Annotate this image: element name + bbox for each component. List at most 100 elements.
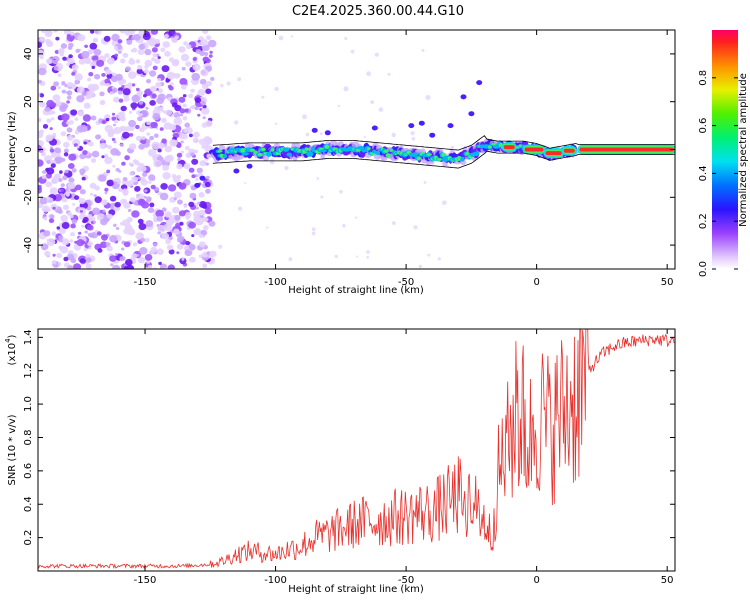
heatmap-noise-cell [173,112,181,118]
heatmap-noise-cell [136,90,143,96]
heatmap-noise-cell [137,176,141,180]
heatmap-noise-cell [184,122,190,128]
heatmap-noise-cell [73,263,82,269]
heatmap-noise-cell [183,128,189,133]
heatmap-noise-cell [78,231,82,235]
heatmap-noise-cell [135,135,142,142]
heatmap-noise-cell [113,123,116,127]
heatmap-noise-cell [118,114,125,121]
heatmap-noise-cell [112,264,121,269]
heatmap-noise-cell [120,105,127,112]
heatmap-noise-cell [45,181,53,188]
heatmap-noise-cell [177,174,181,179]
heatmap-noise-cell [117,90,123,95]
heatmap-faint-cell [442,200,447,205]
heatmap-noise-cell [57,209,63,214]
heatmap-noise-cell [174,35,179,40]
heatmap-noise-cell [197,89,206,96]
heatmap-noise-cell [113,126,122,135]
heatmap-noise-cell [87,83,96,91]
heatmap-noise-cell [51,117,55,121]
heatmap-noise-cell [184,146,190,151]
heatmap-noise-cell [185,241,190,246]
heatmap-noise-cell [99,142,107,149]
heatmap-noise-cell [159,127,164,131]
heatmap-noise-cell [135,124,140,130]
heatmap-noise-cell [197,39,201,43]
y-tick-label: 1.2 [23,363,34,379]
heatmap-faint-cell [418,264,423,269]
heatmap-noise-cell [189,105,194,109]
heatmap-noise-cell [40,151,47,157]
heatmap-noise-cell [79,189,86,195]
heatmap-noise-cell [197,201,201,205]
heatmap-faint-cell [421,48,425,52]
heatmap-noise-cell [146,132,151,136]
heatmap-noise-cell [183,41,188,46]
heatmap-noise-cell [155,209,164,218]
heatmap-noise-cell [169,82,174,86]
heatmap-noise-cell [67,265,74,269]
heatmap-noise-cell [168,184,177,192]
heatmap-noise-cell [112,87,118,93]
heatmap-noise-cell [153,122,157,126]
heatmap-noise-cell [173,228,180,235]
heatmap-faint-cell [413,225,418,230]
x-tick-label: 0 [533,277,539,288]
heatmap-noise-cell [111,137,116,142]
heatmap-noise-cell [205,58,211,64]
heatmap-band-mid [375,150,381,155]
heatmap-noise-cell [149,70,157,77]
colorbar-tick-label: 0.6 [698,118,709,134]
heatmap-faint-cell [366,250,370,254]
colorbar-tick-label: 0.4 [698,165,709,181]
heatmap-noise-cell [86,90,95,99]
heatmap-noise-cell [157,224,166,233]
heatmap-noise-cell [145,139,151,144]
heatmap-band-mid [282,147,290,152]
y-tick-label: 40 [23,48,34,61]
heatmap-noise-cell [57,73,62,77]
heatmap-noise-cell [71,64,79,71]
snr-series-line [38,329,675,570]
heatmap-noise-cell [151,30,158,35]
heatmap-noise-cell [115,227,120,230]
heatmap-noise-cell [104,53,110,58]
heatmap-noise-cell [192,63,201,71]
spectrogram-x-label: Height of straight line (km) [288,285,424,296]
heatmap-faint-cell [356,255,359,258]
heatmap-noise-cell [58,235,64,240]
heatmap-noise-cell [110,148,119,156]
x-tick-label: 50 [661,277,674,288]
heatmap-noise-cell [136,253,140,257]
heatmap-noise-cell [105,117,110,122]
heatmap-noise-cell [128,119,137,128]
heatmap-noise-cell [164,157,169,161]
heatmap-noise-cell [92,55,99,62]
colorbar-gradient [712,30,738,269]
colorbar: 0.0 0.2 0.4 0.6 0.8 Normalized spectral ampl… [698,30,749,277]
heatmap-band-high [219,153,224,158]
heatmap-noise-cell [144,189,148,193]
heatmap-noise-cell [200,215,204,219]
heatmap-noise-cell [208,54,213,58]
heatmap-noise-cell [63,152,69,157]
heatmap-noise-cell [147,207,155,213]
heatmap-noise-cell [119,30,127,34]
heatmap-noise-cell [104,191,108,195]
heatmap-noise-cell [75,184,82,191]
heatmap-noise-cell [61,89,67,94]
heatmap-noise-cell [90,30,95,34]
heatmap-noise-cell [180,140,184,144]
heatmap-noise-cell [122,131,130,139]
heatmap-noise-cell [84,44,88,48]
heatmap-noise-cell [200,69,209,77]
heatmap-noise-cell [46,160,51,165]
heatmap-noise-cell [123,241,131,248]
heatmap-noise-cell [159,192,169,201]
heatmap-noise-cell [49,127,53,131]
heatmap-noise-cell [178,46,186,53]
heatmap-noise-cell [40,243,49,251]
heatmap-noise-cell [58,48,65,55]
heatmap-noise-cell [70,232,75,237]
